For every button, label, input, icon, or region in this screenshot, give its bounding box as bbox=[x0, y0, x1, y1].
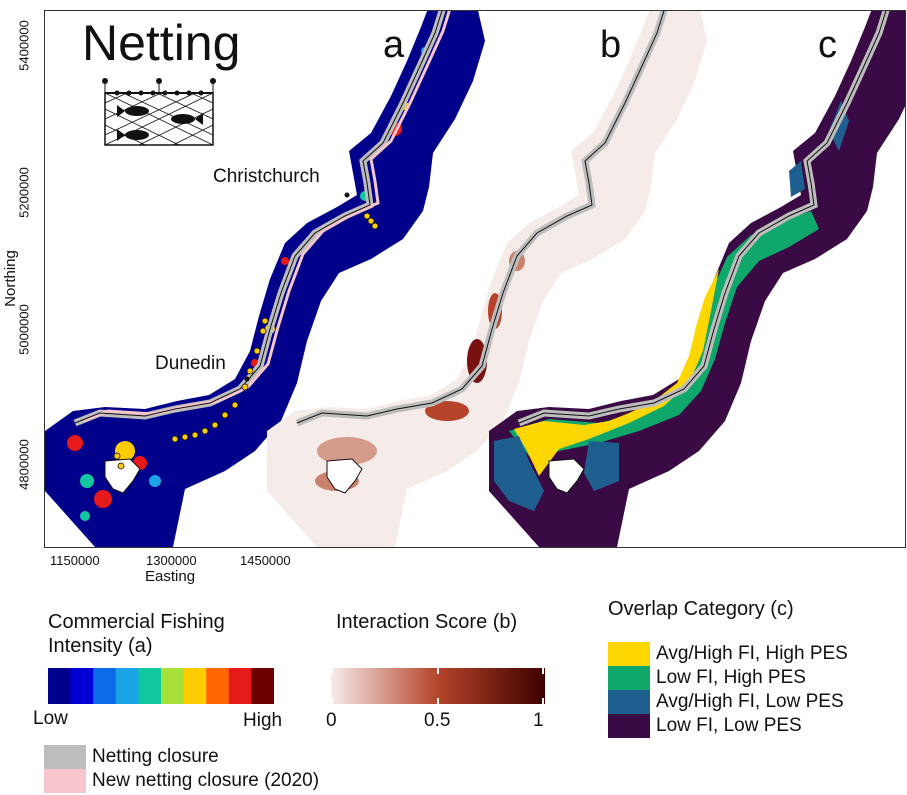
interaction-legend-title: Interaction Score (b) bbox=[336, 611, 518, 633]
overlap-item-avghigh-low: Avg/High FI, Low PES bbox=[608, 690, 844, 714]
interaction-colorbar bbox=[331, 668, 545, 704]
fishing-colorbar-step bbox=[161, 668, 185, 704]
panel-a-map bbox=[45, 11, 485, 547]
panel-c-map bbox=[489, 11, 905, 547]
closure-swatch bbox=[44, 745, 86, 769]
fishing-legend-title: Commercial Fishing Intensity (a) bbox=[48, 611, 225, 657]
interaction-tick-0-5: 0.5 bbox=[424, 710, 451, 731]
interaction-tick-0: 0 bbox=[326, 710, 337, 731]
panel-label-a: a bbox=[383, 24, 405, 66]
y-tick-5400000: 5400000 bbox=[16, 20, 32, 71]
x-tick-1450000: 1450000 bbox=[240, 553, 291, 568]
fishing-colorbar-step bbox=[138, 668, 162, 704]
fishing-colorbar-step bbox=[183, 668, 207, 704]
figure-title: Netting bbox=[82, 15, 241, 71]
y-tick-5200000: 5200000 bbox=[16, 167, 32, 218]
observation-dots bbox=[113, 212, 379, 470]
christchurch-marker bbox=[344, 192, 350, 198]
panel-label-c: c bbox=[818, 24, 837, 66]
x-axis-label: Easting bbox=[145, 568, 196, 585]
x-tick-1300000: 1300000 bbox=[146, 553, 197, 568]
x-tick-1150000: 1150000 bbox=[50, 553, 100, 568]
map-panel bbox=[44, 10, 906, 548]
fishing-colorbar-step bbox=[93, 668, 117, 704]
fishing-colorbar-step bbox=[70, 668, 94, 704]
fishing-low-label: Low bbox=[33, 708, 68, 729]
island bbox=[548, 458, 585, 494]
fishing-colorbar bbox=[48, 668, 274, 704]
city-label-christchurch: Christchurch bbox=[213, 166, 320, 187]
island bbox=[326, 458, 363, 494]
overlap-swatch bbox=[608, 642, 650, 666]
closure-item-netting: Netting closure bbox=[44, 745, 219, 769]
fishing-colorbar-step bbox=[206, 668, 230, 704]
overlap-swatch bbox=[608, 666, 650, 690]
panel-label-b: b bbox=[600, 24, 622, 66]
overlap-swatch bbox=[608, 714, 650, 738]
overlap-swatch bbox=[608, 690, 650, 714]
closure-item-new-2020: New netting closure (2020) bbox=[44, 769, 319, 793]
fishing-colorbar-step bbox=[228, 668, 252, 704]
city-label-dunedin: Dunedin bbox=[155, 353, 226, 374]
dunedin-marker bbox=[244, 376, 250, 382]
map-canvas bbox=[45, 11, 905, 547]
overlap-item-low-high: Low FI, High PES bbox=[608, 666, 806, 690]
y-tick-4800000: 4800000 bbox=[16, 439, 32, 490]
fishing-high-label: High bbox=[243, 710, 283, 731]
fishing-colorbar-step bbox=[115, 668, 139, 704]
island bbox=[104, 458, 141, 494]
overlap-item-avghigh-high: Avg/High FI, High PES bbox=[608, 642, 848, 666]
y-axis-label: Northing bbox=[1, 250, 19, 307]
fishing-colorbar-step bbox=[251, 668, 274, 704]
overlap-item-low-low: Low FI, Low PES bbox=[608, 714, 802, 738]
interaction-tick-1: 1 bbox=[533, 710, 544, 731]
closure-swatch bbox=[44, 769, 86, 793]
netting-icon bbox=[102, 78, 216, 146]
y-tick-5000000: 5000000 bbox=[16, 304, 32, 355]
overlap-legend-title: Overlap Category (c) bbox=[608, 598, 794, 620]
panel-b-map bbox=[267, 11, 707, 547]
fishing-colorbar-step bbox=[48, 668, 72, 704]
